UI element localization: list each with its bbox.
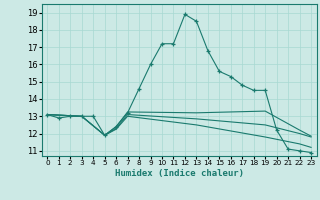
X-axis label: Humidex (Indice chaleur): Humidex (Indice chaleur) (115, 169, 244, 178)
